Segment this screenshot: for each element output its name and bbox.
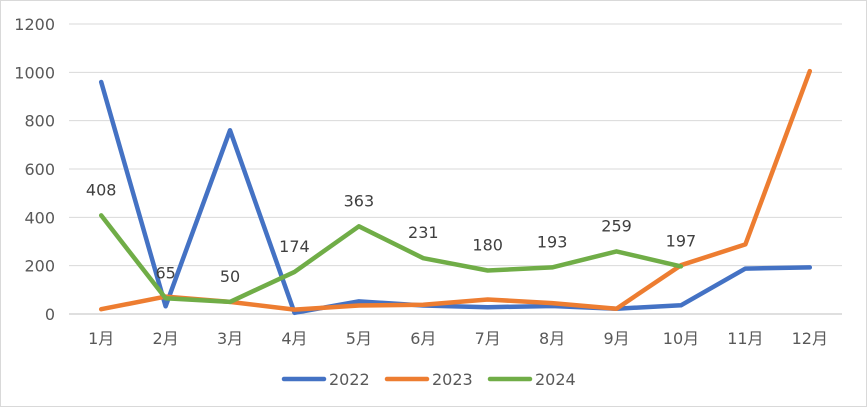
data-labels: 408 65 50 174 363 231 180 193 259 197 bbox=[86, 180, 696, 286]
legend-label-2022: 2022 bbox=[329, 370, 370, 389]
data-label: 174 bbox=[279, 237, 310, 256]
y-tick-label: 1000 bbox=[14, 63, 55, 82]
data-label: 65 bbox=[155, 263, 175, 282]
data-label: 50 bbox=[220, 267, 240, 286]
gridlines bbox=[69, 23, 842, 315]
x-tick-label: 12月 bbox=[792, 329, 828, 348]
x-tick-label: 1月 bbox=[88, 329, 114, 348]
y-tick-label: 0 bbox=[45, 305, 55, 324]
x-tick-label: 10月 bbox=[663, 329, 699, 348]
data-label: 408 bbox=[86, 180, 117, 199]
x-tick-label: 4月 bbox=[281, 329, 307, 348]
legend-label-2023: 2023 bbox=[432, 370, 473, 389]
x-tick-label: 11月 bbox=[727, 329, 763, 348]
series-line-2022 bbox=[98, 79, 813, 316]
x-tick-label: 8月 bbox=[539, 329, 565, 348]
data-label: 231 bbox=[408, 223, 439, 242]
data-label: 259 bbox=[601, 216, 632, 235]
x-axis: 1月 2月 3月 4月 5月 6月 7月 8月 9月 10月 11月 12月 bbox=[88, 329, 828, 348]
x-tick-label: 2月 bbox=[153, 329, 179, 348]
y-tick-label: 800 bbox=[24, 112, 55, 131]
data-label: 193 bbox=[537, 232, 568, 251]
y-tick-label: 400 bbox=[24, 208, 55, 227]
y-tick-label: 600 bbox=[24, 160, 55, 179]
legend-label-2024: 2024 bbox=[535, 370, 576, 389]
data-label: 197 bbox=[666, 231, 697, 250]
legend: 2022 2023 2024 bbox=[281, 370, 576, 389]
data-label: 363 bbox=[344, 191, 375, 210]
y-tick-label: 200 bbox=[24, 257, 55, 276]
series-lines bbox=[98, 68, 813, 316]
series-line-2024 bbox=[98, 213, 684, 305]
x-tick-label: 3月 bbox=[217, 329, 243, 348]
y-tick-label: 1200 bbox=[14, 15, 55, 34]
data-label: 180 bbox=[472, 236, 503, 255]
y-axis: 0 200 400 600 800 1000 1200 bbox=[14, 15, 55, 324]
x-tick-label: 5月 bbox=[346, 329, 372, 348]
x-tick-label: 7月 bbox=[475, 329, 501, 348]
x-tick-label: 6月 bbox=[410, 329, 436, 348]
x-tick-label: 9月 bbox=[603, 329, 629, 348]
